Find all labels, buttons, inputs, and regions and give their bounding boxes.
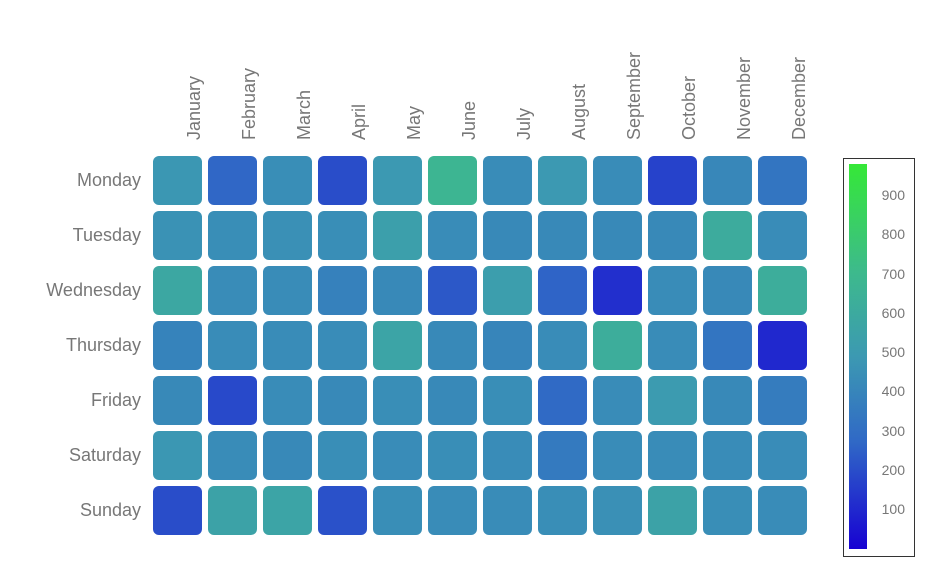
x-axis-label: November [734,57,755,140]
x-axis-label: December [789,57,810,140]
legend-tick-label: 800 [0,226,905,242]
legend-tick-label: 600 [0,305,905,321]
x-axis-label: June [459,101,480,140]
y-axis-label: Wednesday [0,280,141,301]
x-axis-label: September [624,52,645,140]
x-axis-label: March [294,90,315,140]
legend-tick-label: 200 [0,462,905,478]
legend-tick-label: 900 [0,187,905,203]
x-axis-label: August [569,84,590,140]
heatmap-chart: January February March April May June July Augu… [0,0,930,584]
legend-tick-label: 300 [0,423,905,439]
legend-tick-label: 700 [0,266,905,282]
x-axis-label: January [184,76,205,140]
x-axis-label: October [679,76,700,140]
x-axis-label: July [514,108,535,140]
legend-tick-label: 400 [0,383,905,399]
x-axis-label: April [349,104,370,140]
x-axis-label: February [239,68,260,140]
legend-tick-label: 500 [0,344,905,360]
legend-tick-label: 100 [0,501,905,517]
x-axis-label: May [404,106,425,140]
